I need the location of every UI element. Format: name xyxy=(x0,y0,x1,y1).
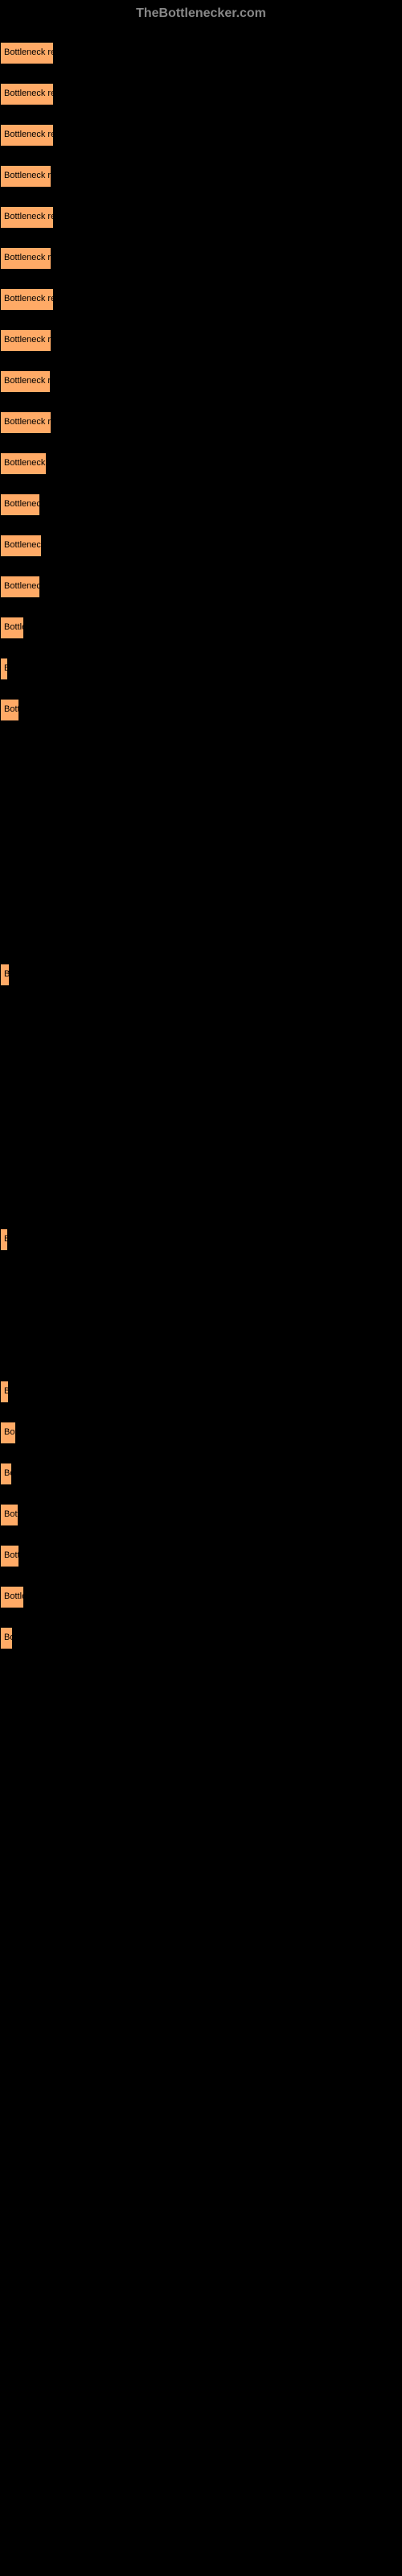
item-box[interactable]: Bottleneck xyxy=(0,576,40,598)
item-box[interactable]: Bott xyxy=(0,1504,18,1526)
list-item: Bottleneck res xyxy=(0,165,402,192)
item-box[interactable]: Bottleneck res xyxy=(0,165,51,188)
list-item: Bottleneck res xyxy=(0,247,402,274)
spacer xyxy=(0,1005,402,1214)
list-item: Bottleneck re xyxy=(0,411,402,438)
spacer xyxy=(0,1269,402,1366)
list-item: B xyxy=(0,1228,402,1255)
list-item: Bottleneck res xyxy=(0,124,402,151)
list-item: Bottleneck xyxy=(0,535,402,561)
item-box[interactable]: B xyxy=(0,1228,8,1251)
list-item: B xyxy=(0,658,402,684)
list-item: Bottleneck res xyxy=(0,329,402,356)
item-box[interactable]: Bottleneck xyxy=(0,535,42,557)
header-text: TheBottlenecker.com xyxy=(136,6,266,20)
list-item: Bottleneck res xyxy=(0,83,402,109)
item-box[interactable]: Bo xyxy=(0,1463,12,1485)
item-box[interactable]: B xyxy=(0,1381,9,1403)
item-box[interactable]: B xyxy=(0,658,8,680)
item-box[interactable]: Bottleneck r xyxy=(0,452,47,475)
item-box[interactable]: Bottleneck res xyxy=(0,83,54,105)
item-box[interactable]: B xyxy=(0,964,10,986)
list-item: Bottleneck res xyxy=(0,288,402,315)
item-box[interactable]: Bottleneck res xyxy=(0,124,54,147)
item-box[interactable]: Bottle xyxy=(0,1586,24,1608)
list-item: B xyxy=(0,1381,402,1407)
item-box[interactable]: Bottleneck res xyxy=(0,288,54,311)
list-item: Bottleneck xyxy=(0,576,402,602)
header: TheBottlenecker.com xyxy=(0,0,402,27)
item-box[interactable]: Bott xyxy=(0,699,19,721)
list-item: Bottler xyxy=(0,617,402,643)
list-item: Bottleneck res xyxy=(0,206,402,233)
item-box[interactable]: Bottleneck res xyxy=(0,370,51,393)
item-box[interactable]: Bottler xyxy=(0,617,24,639)
list-item: Bott xyxy=(0,699,402,725)
item-box[interactable]: Bott xyxy=(0,1545,19,1567)
item-box[interactable]: Bottleneck res xyxy=(0,247,51,270)
list-item: Bo xyxy=(0,1627,402,1653)
list-item: Bottleneck res xyxy=(0,370,402,397)
list-item: B xyxy=(0,964,402,990)
list-item: Bottleneck res xyxy=(0,42,402,68)
item-box[interactable]: Bottleneck re xyxy=(0,411,51,434)
item-box[interactable]: Bottleneck res xyxy=(0,42,54,64)
list-item: Bottleneck r xyxy=(0,452,402,479)
item-box[interactable]: Bottleneck res xyxy=(0,329,51,352)
item-box[interactable]: Bot xyxy=(0,1422,16,1444)
list-item: Bottle xyxy=(0,1586,402,1612)
list-item: Bott xyxy=(0,1545,402,1571)
item-box[interactable]: Bottleneck res xyxy=(0,206,54,229)
item-box[interactable]: Bo xyxy=(0,1627,13,1649)
spacer xyxy=(0,740,402,949)
list-item: Bot xyxy=(0,1422,402,1448)
item-box[interactable]: Bottleneck xyxy=(0,493,40,516)
items-container: Bottleneck res Bottleneck res Bottleneck r… xyxy=(0,42,402,1653)
list-item: Bottleneck xyxy=(0,493,402,520)
list-item: Bott xyxy=(0,1504,402,1530)
list-item: Bo xyxy=(0,1463,402,1489)
